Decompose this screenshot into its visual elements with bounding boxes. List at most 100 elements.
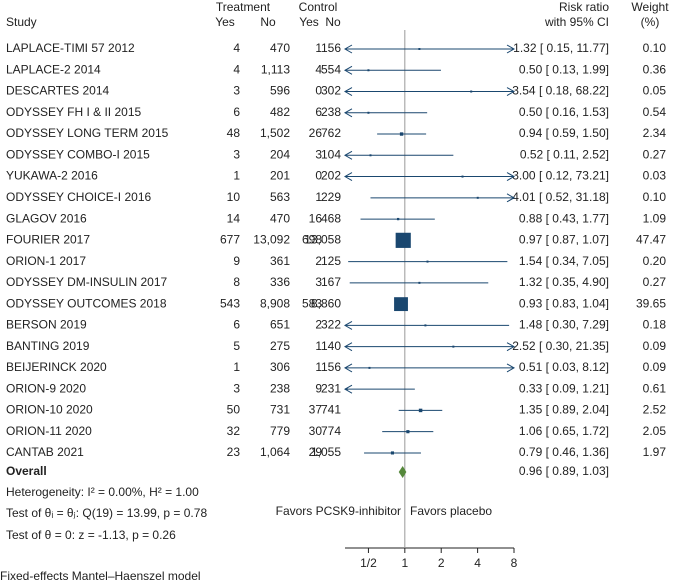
point-estimate: [399, 132, 404, 136]
count: 470: [270, 41, 290, 55]
ci-label: 1.48 [ 0.30, 7.29]: [519, 318, 609, 332]
ci-arrow: [506, 363, 516, 373]
point-estimate: [368, 366, 371, 369]
point-estimate: [396, 217, 400, 221]
overall-ci: 0.96 [ 0.89, 1.03]: [519, 464, 609, 478]
study-name: ODYSSEY OUTCOMES 2018: [6, 296, 167, 310]
weight-label: 0.61: [643, 381, 667, 395]
point-estimate: [426, 260, 429, 263]
study-name: ODYSSEY COMBO-I 2015: [6, 147, 150, 161]
count: 238: [270, 381, 290, 395]
count: 156: [321, 360, 341, 374]
ci-label: 1.35 [ 0.89, 2.04]: [519, 403, 609, 417]
count: 1: [315, 41, 322, 55]
count: 1,064: [260, 445, 290, 459]
point-estimate: [418, 281, 421, 284]
count: 23: [227, 445, 241, 459]
study-name: LAPLACE-2 2014: [6, 62, 101, 76]
x-tick-label: 1: [401, 556, 408, 570]
count: 8,908: [260, 296, 290, 310]
count: 482: [270, 105, 290, 119]
count: 596: [270, 84, 290, 98]
count: 3: [233, 381, 240, 395]
count: 1: [233, 169, 240, 183]
control-header: Control: [299, 0, 338, 14]
count: 3: [315, 147, 322, 161]
study-name: CANTAB 2021: [6, 445, 84, 459]
ci-label: 0.51 [ 0.03, 8.12]: [519, 360, 609, 374]
point-estimate: [418, 408, 423, 413]
count: 361: [270, 254, 290, 268]
count: 3: [315, 275, 322, 289]
count: 1,113: [261, 62, 290, 76]
ci-label: 0.88 [ 0.43, 1.77]: [519, 211, 609, 225]
ci-arrow: [343, 342, 353, 352]
ci-arrow: [506, 342, 516, 352]
ci-arrow: [343, 150, 353, 160]
note: Test of θ = 0: z = -1.13, p = 0.26: [6, 528, 176, 542]
count: 13,092: [253, 233, 290, 247]
weight-label: 0.10: [643, 41, 667, 55]
count: 204: [270, 147, 290, 161]
note: Test of θᵢ = θⱼ: Q(19) = 13.99, p = 0.78: [6, 506, 207, 520]
point-estimate: [367, 111, 370, 114]
ci-label: 2.52 [ 0.30, 21.35]: [512, 339, 609, 353]
count: 104: [321, 147, 341, 161]
count: 202: [321, 169, 341, 183]
point-estimate: [394, 297, 408, 312]
ci-label: 1.06 [ 0.65, 1.72]: [519, 424, 609, 438]
study-name: ODYSSEY FH I & II 2015: [6, 105, 141, 119]
ci-arrow: [343, 44, 353, 54]
ci-label: 0.52 [ 0.11, 2.52]: [520, 147, 609, 161]
study-name: DESCARTES 2014: [6, 84, 109, 98]
point-estimate: [476, 196, 479, 199]
point-estimate: [461, 175, 464, 178]
point-estimate: [367, 69, 370, 72]
x-tick-label: 2: [438, 556, 445, 570]
point-estimate: [345, 388, 348, 391]
column-header: Yes: [299, 15, 319, 29]
overall-diamond: [398, 466, 407, 478]
ci-arrow: [343, 320, 353, 330]
count: 50: [227, 403, 241, 417]
count: 14: [227, 211, 241, 225]
count: 470: [270, 211, 290, 225]
study-name: BANTING 2019: [6, 339, 90, 353]
x-tick-label: 4: [474, 556, 481, 570]
count: 167: [321, 275, 341, 289]
count: 0: [315, 169, 322, 183]
study-name: ODYSSEY DM-INSULIN 2017: [6, 275, 167, 289]
count: 201: [270, 169, 290, 183]
study-name: YUKAWA-2 2016: [6, 169, 98, 183]
point-estimate: [390, 451, 394, 455]
count: 29: [309, 445, 323, 459]
overall-label: Overall: [6, 464, 47, 478]
study-header: Study: [6, 15, 37, 29]
count: 16: [309, 211, 323, 225]
count: 554: [321, 62, 341, 76]
ci-label: 3.00 [ 0.12, 73.21]: [512, 169, 609, 183]
count: 762: [321, 126, 341, 140]
study-name: ODYSSEY CHOICE-I 2016: [6, 190, 151, 204]
weight-label: 0.27: [643, 275, 667, 289]
count: 26: [309, 126, 323, 140]
note: Heterogeneity: I² = 0.00%, H² = 1.00: [6, 485, 199, 499]
count: 37: [309, 403, 323, 417]
study-name: LAPLACE-TIMI 57 2012: [6, 41, 135, 55]
count: 6: [315, 105, 322, 119]
ci-label: 0.94 [ 0.59, 1.50]: [519, 126, 609, 140]
ci-arrow: [343, 87, 353, 96]
ci-label: 4.01 [ 0.52, 31.18]: [512, 190, 609, 204]
x-tick-label: 8: [511, 556, 518, 570]
weight-label: 0.05: [643, 84, 667, 98]
ci-arrow: [343, 108, 353, 118]
study-name: BERSON 2019: [6, 318, 87, 332]
count: 1: [315, 339, 322, 353]
ci-label: 0.79 [ 0.46, 1.36]: [519, 445, 609, 459]
count: 774: [321, 424, 341, 438]
count: 1,055: [311, 445, 341, 459]
point-estimate: [369, 154, 372, 157]
count: 231: [321, 381, 341, 395]
ci-arrow: [343, 65, 353, 75]
weight-label: 39.65: [636, 296, 666, 310]
